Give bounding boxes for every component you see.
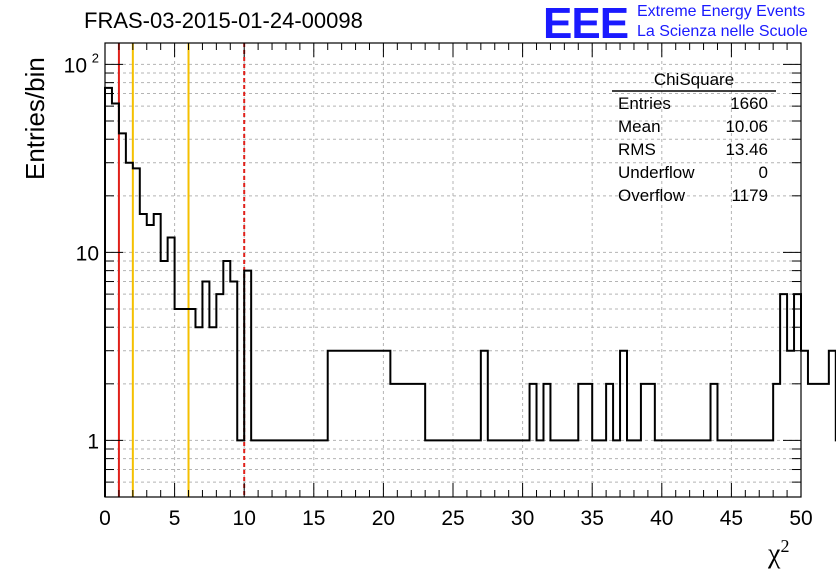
x-axis-label: χ2 (768, 536, 790, 570)
stats-row-label: RMS (618, 140, 656, 159)
stats-row-label: Mean (618, 117, 661, 136)
x-tick-label: 40 (650, 507, 673, 530)
stats-row-label: Entries (618, 94, 671, 113)
x-tick-label: 20 (372, 507, 395, 530)
stats-row-label: Overflow (618, 186, 686, 205)
stats-row-label: Underflow (618, 163, 695, 182)
x-tick-label: 0 (99, 507, 111, 530)
y-tick-label-exponent: 2 (92, 50, 99, 65)
plot-title: FRAS-03-2015-01-24-00098 (84, 8, 363, 33)
x-tick-label: 10 (233, 507, 256, 530)
stats-row-value: 0 (759, 163, 768, 182)
x-tick-label: 5 (169, 507, 181, 530)
stats-row-value: 1660 (730, 94, 768, 113)
x-tick-label: 50 (789, 507, 812, 530)
y-tick-label: 10 (76, 242, 99, 265)
x-tick-label: 25 (441, 507, 464, 530)
x-tick-label: 15 (302, 507, 325, 530)
y-tick-label: 10 (64, 54, 87, 77)
x-tick-label: 30 (511, 507, 534, 530)
y-tick-label: 1 (87, 430, 99, 453)
eee-logo: EEE (543, 0, 629, 48)
stats-row-value: 13.46 (725, 140, 768, 159)
x-tick-label: 45 (720, 507, 743, 530)
x-tick-label: 35 (581, 507, 604, 530)
logo-line-scienza: La Scienza nelle Scuole (637, 23, 808, 40)
stats-row-value: 10.06 (725, 117, 768, 136)
histogram-outline (104, 86, 836, 497)
logo-line-extreme-energy-events: Extreme Energy Events (637, 3, 806, 20)
stats-box-title: ChiSquare (654, 70, 734, 89)
stats-row-value: 1179 (731, 186, 768, 205)
